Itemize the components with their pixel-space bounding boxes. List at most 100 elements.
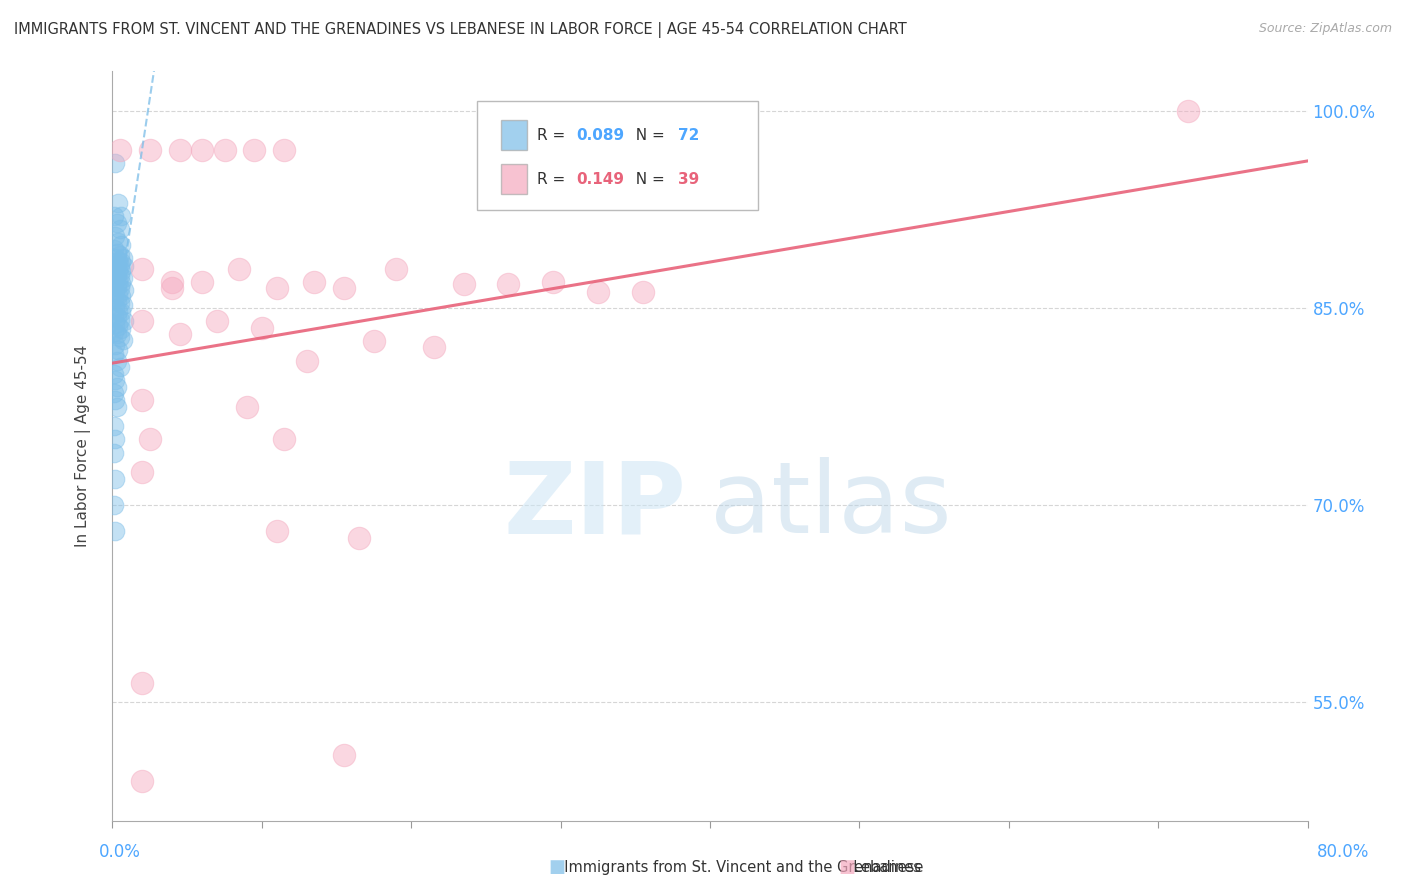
Text: atlas: atlas xyxy=(710,458,952,555)
Point xyxy=(110,238,132,252)
Point xyxy=(228,261,250,276)
Text: R =: R = xyxy=(537,171,569,186)
Text: Source: ZipAtlas.com: Source: ZipAtlas.com xyxy=(1258,22,1392,36)
Point xyxy=(104,251,127,265)
Point xyxy=(108,281,131,295)
Point xyxy=(108,222,131,236)
Point xyxy=(104,472,127,486)
Point xyxy=(104,338,127,352)
Text: Immigrants from St. Vincent and the Grenadines: Immigrants from St. Vincent and the Gren… xyxy=(555,860,921,874)
Text: 72: 72 xyxy=(678,128,699,143)
FancyBboxPatch shape xyxy=(501,164,527,194)
Point xyxy=(108,259,131,273)
Point xyxy=(114,283,135,297)
Point xyxy=(111,251,134,265)
Text: 0.089: 0.089 xyxy=(576,128,624,143)
Point xyxy=(205,314,228,328)
Point xyxy=(105,280,128,294)
Text: 0.149: 0.149 xyxy=(576,171,624,186)
Point xyxy=(103,308,125,322)
Point xyxy=(333,747,356,762)
Point xyxy=(107,253,129,268)
Point xyxy=(110,289,132,303)
Point xyxy=(103,242,125,256)
Text: ■: ■ xyxy=(548,858,565,876)
Point xyxy=(105,380,128,394)
FancyBboxPatch shape xyxy=(477,102,758,210)
Point xyxy=(105,245,128,260)
Point xyxy=(631,285,654,300)
Point xyxy=(1177,103,1199,118)
Point xyxy=(104,317,127,331)
Point xyxy=(108,248,131,262)
Text: ■: ■ xyxy=(838,858,855,876)
Point xyxy=(243,143,266,157)
Point xyxy=(453,277,475,292)
Point xyxy=(131,392,153,407)
Point xyxy=(107,303,129,318)
Point xyxy=(107,235,129,250)
Point xyxy=(131,261,153,276)
Point xyxy=(139,143,162,157)
Point xyxy=(103,367,125,381)
Point xyxy=(347,531,370,545)
Point xyxy=(302,275,325,289)
Point xyxy=(111,333,134,347)
Point xyxy=(191,275,214,289)
Point xyxy=(103,325,125,339)
Text: N =: N = xyxy=(627,128,671,143)
Point xyxy=(104,301,127,315)
Point xyxy=(104,392,127,407)
Point xyxy=(107,319,129,334)
Text: ZIP: ZIP xyxy=(503,458,686,555)
Point xyxy=(105,268,128,282)
Point xyxy=(541,275,564,289)
Point xyxy=(333,281,356,295)
Point xyxy=(110,322,132,336)
Point xyxy=(114,314,135,328)
Point xyxy=(111,298,134,312)
Point xyxy=(103,445,125,459)
Point xyxy=(295,353,318,368)
Point xyxy=(422,340,444,354)
Point xyxy=(266,281,288,295)
Point xyxy=(104,285,127,300)
Point xyxy=(107,343,129,357)
Point xyxy=(105,215,128,229)
Text: R =: R = xyxy=(537,128,569,143)
Point xyxy=(162,281,183,295)
Point xyxy=(104,228,127,243)
Point xyxy=(131,774,153,789)
Point xyxy=(103,419,125,434)
Text: N =: N = xyxy=(627,171,671,186)
Y-axis label: In Labor Force | Age 45-54: In Labor Force | Age 45-54 xyxy=(75,345,91,547)
Point xyxy=(107,275,129,289)
Text: 0.0%: 0.0% xyxy=(98,843,141,861)
Point xyxy=(107,263,129,277)
Point xyxy=(108,295,131,310)
Point xyxy=(105,327,128,342)
Point xyxy=(105,353,128,368)
Point xyxy=(108,360,131,375)
Point xyxy=(250,320,273,334)
Point xyxy=(131,465,153,479)
Point xyxy=(139,433,162,447)
Point xyxy=(236,400,259,414)
Point xyxy=(586,285,609,300)
Point xyxy=(266,524,288,539)
Point xyxy=(169,143,191,157)
Text: 39: 39 xyxy=(678,171,699,186)
FancyBboxPatch shape xyxy=(501,120,527,150)
Point xyxy=(498,277,520,292)
Point xyxy=(110,305,132,319)
Point xyxy=(104,156,127,170)
Point xyxy=(103,347,125,361)
Point xyxy=(104,373,127,387)
Point xyxy=(104,272,127,286)
Point xyxy=(110,255,132,269)
Point xyxy=(363,334,385,348)
Point xyxy=(169,327,191,342)
Text: IMMIGRANTS FROM ST. VINCENT AND THE GRENADINES VS LEBANESE IN LABOR FORCE | AGE : IMMIGRANTS FROM ST. VINCENT AND THE GREN… xyxy=(14,22,907,38)
Point xyxy=(105,310,128,325)
Point xyxy=(385,261,408,276)
